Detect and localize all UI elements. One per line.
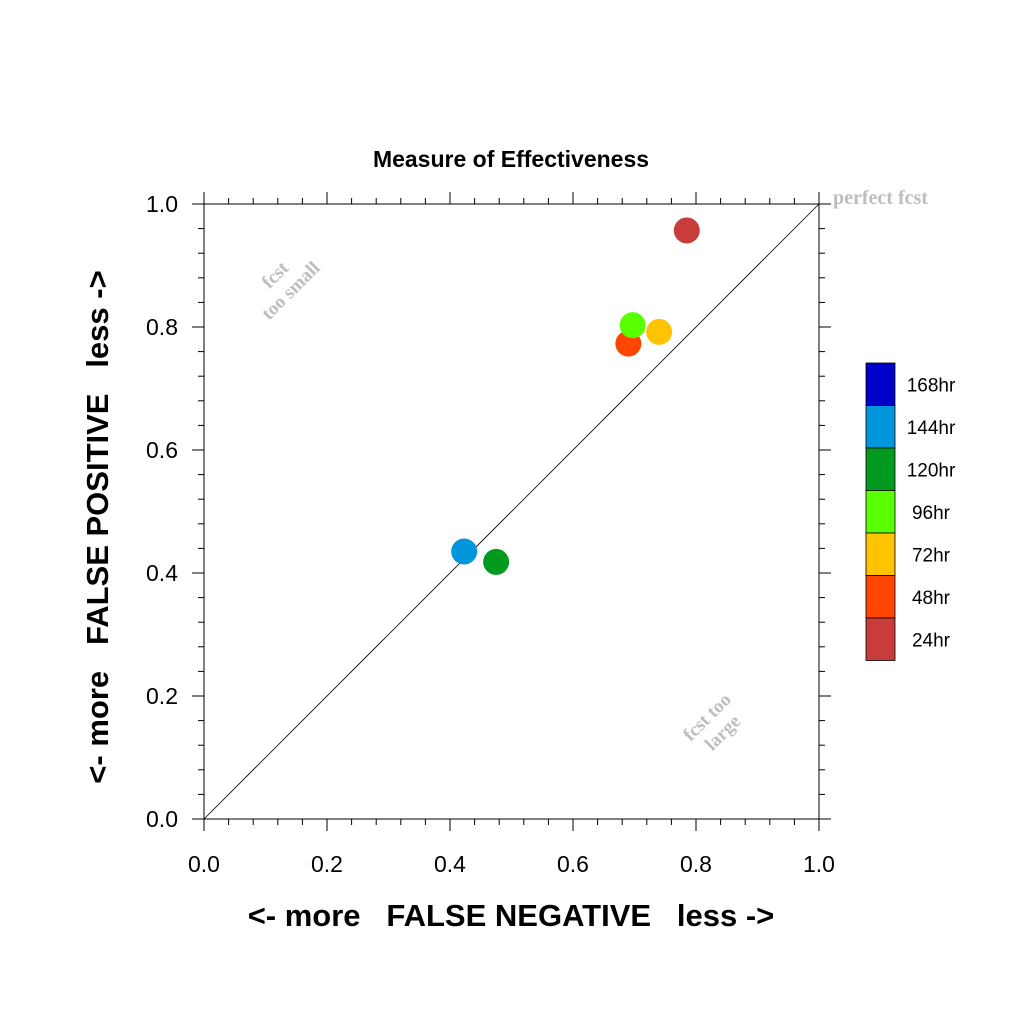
point-120hr (483, 548, 510, 575)
y-tick-label: 0.8 (146, 314, 178, 340)
legend-label-120hr: 120hr (907, 460, 956, 481)
x-tick-label: 0.0 (188, 851, 220, 877)
y-tick-label: 1.0 (146, 191, 178, 217)
legend-label-48hr: 48hr (912, 588, 951, 609)
x-tick-label: 0.6 (557, 851, 589, 877)
point-72hr (646, 318, 673, 345)
y-tick-label: 0.2 (146, 683, 178, 709)
point-96hr (619, 312, 646, 339)
x-tick-label: 1.0 (803, 851, 835, 877)
y-tick-label: 0.4 (146, 560, 178, 586)
point-144hr (451, 538, 478, 565)
x-tick-label: 0.8 (680, 851, 712, 877)
y-axis-label: <- more FALSE POSITIVE less -> (80, 270, 115, 783)
diagonal-line (203, 203, 820, 820)
x-tick-label: 0.2 (311, 851, 343, 877)
annotation-perfect-fcst: perfect fcst (833, 187, 928, 209)
legend-label-96hr: 96hr (912, 503, 951, 524)
y-tick-label: 0.6 (146, 437, 178, 463)
plot-frame (203, 203, 820, 820)
legend-label-24hr: 24hr (912, 630, 951, 651)
chart-title: Measure of Effectiveness (373, 146, 649, 172)
axis-ticks: 0.0 0.2 0.4 0.6 0.8 1.0 0.0 0.2 0.4 0.6 0.8 1.0 (146, 191, 835, 877)
y-tick-label: 0.0 (146, 806, 178, 832)
point-24hr (673, 217, 700, 244)
legend-swatch-72hr (865, 532, 896, 576)
legend-label-144hr: 144hr (907, 418, 956, 439)
annotations: perfect fcst fcst too small fcst too lar… (258, 187, 929, 755)
x-tick-label: 0.4 (434, 851, 466, 877)
plot-area (203, 203, 820, 820)
legend-swatch-168hr (865, 362, 896, 406)
x-axis-label: <- more FALSE NEGATIVE less -> (248, 898, 775, 933)
legend-label-72hr: 72hr (912, 545, 951, 566)
legend-swatch-120hr (865, 447, 896, 491)
legend-swatch-96hr (865, 490, 896, 534)
legend-swatch-144hr (865, 405, 896, 449)
legend-label-168hr: 168hr (907, 375, 956, 396)
legend-swatch-48hr (865, 575, 896, 619)
legend-swatch-24hr (865, 617, 896, 661)
data-points (451, 217, 700, 575)
legend: 168hr 144hr 120hr 96hr 72hr 48hr 24hr (865, 362, 956, 661)
